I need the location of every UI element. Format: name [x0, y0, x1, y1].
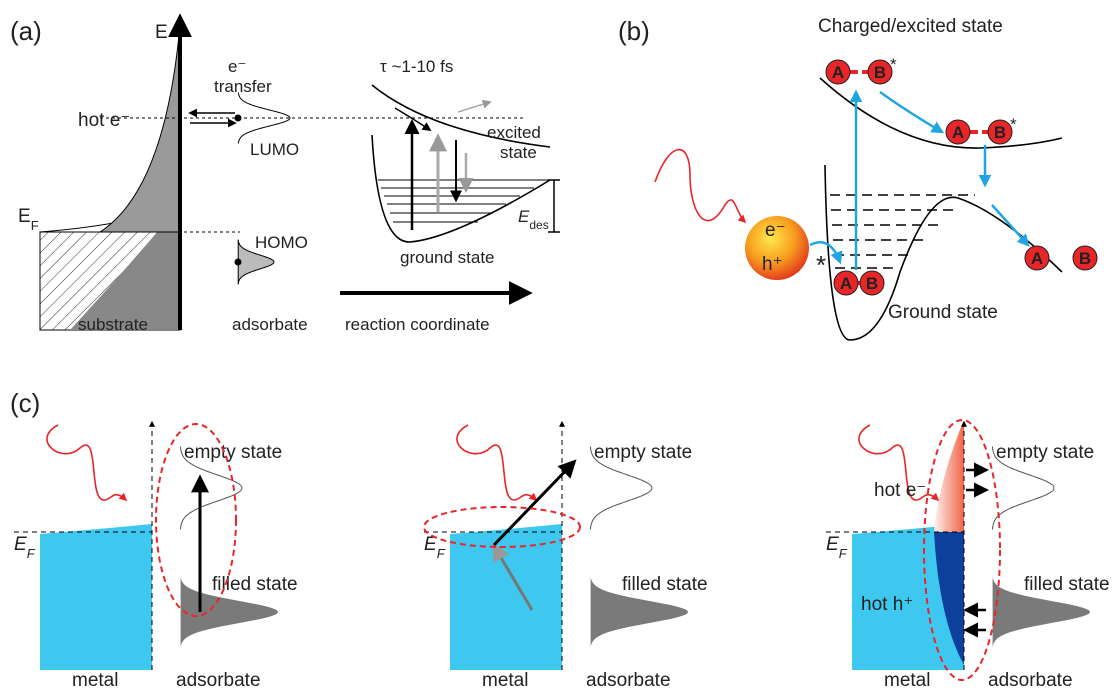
panel-label: (a) — [10, 16, 42, 46]
adsorbate-label: adsorbate — [988, 670, 1073, 691]
molecule: AB — [1025, 246, 1097, 270]
hot-hole-label: hot h⁺ — [861, 594, 913, 615]
adsorbate-label: adsorbate — [232, 315, 308, 334]
axis-label: reaction coordinate — [345, 315, 490, 334]
vibrational-levels — [830, 195, 975, 268]
atom-label: B — [1079, 249, 1091, 268]
empty-state-label: empty state — [996, 442, 1094, 463]
fermi-subscript: F — [27, 546, 36, 561]
transfer-label: e⁻ — [228, 57, 246, 76]
metal-label: metal — [884, 670, 930, 691]
fermi-label: EF — [826, 534, 848, 561]
axis-label: E — [155, 22, 168, 43]
light-wave — [457, 425, 536, 500]
empty-state-label: empty state — [184, 442, 282, 463]
fermi-symbol: E — [826, 534, 839, 555]
fermi-label: EF — [18, 206, 39, 233]
fermi-symbol: E — [18, 206, 31, 227]
fermi-subscript: F — [839, 546, 848, 561]
atom-label: A — [832, 63, 844, 82]
desorption-bracket — [548, 180, 560, 232]
hot-electron-region — [934, 420, 964, 532]
metal-label: metal — [482, 670, 528, 691]
des-subscript: des — [529, 218, 548, 232]
atom-label: B — [994, 123, 1006, 142]
light-wave — [655, 150, 745, 222]
excitation-star: * — [816, 250, 826, 280]
panel-a: (a) E EF hot e⁻ e⁻ transfer LUMO HOMO su… — [10, 16, 560, 334]
atom-label: B — [866, 274, 878, 293]
figure: (a) E EF hot e⁻ e⁻ transfer LUMO HOMO su… — [0, 0, 1117, 691]
desorption-arrow — [992, 205, 1028, 245]
electron-dot — [235, 259, 242, 266]
metal-band — [450, 524, 562, 670]
excitation-star: * — [1010, 115, 1017, 134]
lumo-label: LUMO — [250, 140, 299, 159]
fermi-subscript: F — [31, 218, 39, 233]
electron-label: e⁻ — [765, 220, 786, 241]
panel-title: Charged/excited state — [818, 16, 1003, 37]
excited-label: excited — [487, 123, 541, 142]
metal-label: metal — [72, 670, 118, 691]
excited-label: state — [500, 143, 537, 162]
transfer-label: transfer — [214, 77, 272, 96]
ground-label: Ground state — [888, 302, 998, 323]
atom-label: B — [874, 63, 886, 82]
ground-label: ground state — [400, 248, 495, 267]
adsorbate-label: adsorbate — [176, 670, 261, 691]
filled-state-label: filled state — [622, 574, 708, 595]
lifetime-arrow — [458, 102, 490, 112]
substrate-label: substrate — [78, 315, 148, 334]
adsorbate-label: adsorbate — [586, 670, 671, 691]
lifetime-label: τ ~1-10 fs — [380, 57, 453, 76]
electron-dot — [235, 115, 242, 122]
homo-label: HOMO — [255, 233, 308, 252]
hot-electron-label: hot e⁻ — [78, 110, 130, 131]
hot-electron-label: hot e⁻ — [874, 480, 926, 501]
atom-label: A — [840, 274, 852, 293]
empty-state-label: empty state — [594, 442, 692, 463]
metal-band — [40, 524, 152, 670]
desorption-label: Edes — [518, 207, 549, 232]
light-wave — [47, 425, 126, 500]
molecule: A B* — [826, 55, 897, 84]
filled-state-label: filled state — [1024, 574, 1110, 595]
panel-label: (c) — [10, 388, 40, 418]
fermi-subscript: F — [437, 546, 446, 561]
atom-label: A — [952, 123, 964, 142]
fermi-symbol: E — [14, 534, 27, 555]
hole-label: h⁺ — [762, 254, 783, 275]
excitation-star: * — [890, 55, 897, 74]
molecule: A B* — [946, 115, 1017, 144]
des-symbol: E — [518, 207, 530, 226]
atom-label: A — [1031, 249, 1043, 268]
fermi-label: EF — [14, 534, 36, 561]
panel-label: (b) — [618, 16, 650, 46]
